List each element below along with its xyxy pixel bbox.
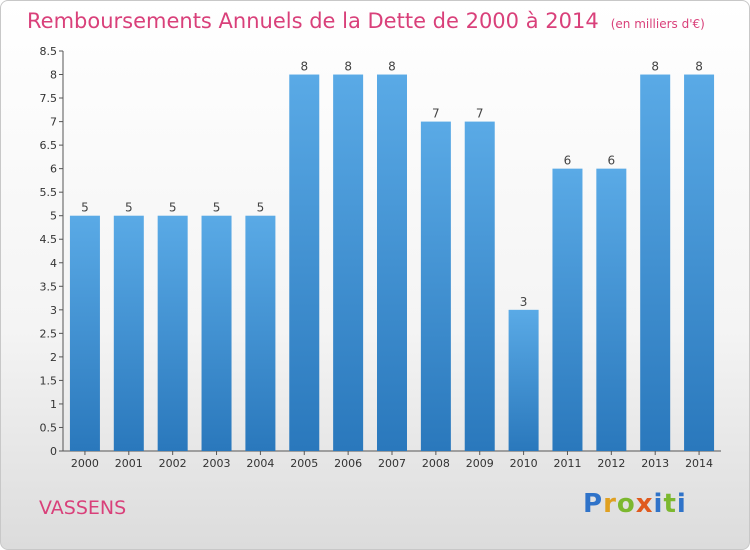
bar-2012[interactable] xyxy=(596,168,627,451)
y-tick-label: 4 xyxy=(50,257,57,270)
unit-label: (en milliers d'€) xyxy=(610,17,705,31)
data-label: 6 xyxy=(564,154,572,168)
y-tick-label: 8 xyxy=(50,69,57,82)
y-tick-label: 3.5 xyxy=(40,280,58,293)
bar-2005[interactable] xyxy=(289,74,320,451)
bar-2009[interactable] xyxy=(464,121,495,452)
x-tick-label: 2011 xyxy=(553,457,581,470)
y-tick-label: 5.5 xyxy=(40,186,58,199)
bar-2004[interactable] xyxy=(245,215,276,451)
bar-2013[interactable] xyxy=(640,74,671,451)
logo-letter: r xyxy=(603,489,617,519)
data-label: 8 xyxy=(388,60,396,74)
data-label: 8 xyxy=(695,60,703,74)
y-tick-label: 4.5 xyxy=(40,233,58,246)
bar-2001[interactable] xyxy=(113,215,144,451)
y-tick-label: 1 xyxy=(50,398,57,411)
data-label: 5 xyxy=(213,201,221,215)
data-label: 5 xyxy=(81,201,89,215)
logo-letter: i xyxy=(653,489,664,519)
bar-2006[interactable] xyxy=(333,74,364,451)
x-tick-label: 2014 xyxy=(685,457,713,470)
bar-2007[interactable] xyxy=(377,74,407,451)
bar-2002[interactable] xyxy=(157,215,188,451)
logo-letter: t xyxy=(663,489,677,519)
data-label: 3 xyxy=(520,295,528,309)
logo-letter: x xyxy=(635,489,654,519)
proxiti-logo[interactable]: Proxiti xyxy=(583,489,687,519)
x-tick-label: 2010 xyxy=(510,457,538,470)
y-tick-label: 2.5 xyxy=(40,327,58,340)
bar-2011[interactable] xyxy=(552,168,583,451)
y-tick-label: 7 xyxy=(50,116,57,129)
x-tick-label: 2012 xyxy=(597,457,625,470)
x-tick-label: 2005 xyxy=(290,457,318,470)
y-tick-label: 3 xyxy=(50,304,57,317)
y-tick-label: 1.5 xyxy=(40,374,58,387)
y-tick-label: 8.5 xyxy=(40,45,58,58)
y-tick-label: 5 xyxy=(50,210,57,223)
x-tick-label: 2004 xyxy=(246,457,274,470)
y-tick-label: 6 xyxy=(50,163,57,176)
x-tick-label: 2001 xyxy=(115,457,143,470)
x-tick-label: 2008 xyxy=(422,457,450,470)
x-tick-label: 2000 xyxy=(71,457,99,470)
x-tick-label: 2013 xyxy=(641,457,669,470)
data-label: 8 xyxy=(344,60,352,74)
data-label: 5 xyxy=(257,201,265,215)
data-label: 8 xyxy=(300,60,308,74)
bar-2000[interactable] xyxy=(69,215,100,451)
y-tick-label: 7.5 xyxy=(40,92,58,105)
y-tick-label: 2 xyxy=(50,351,57,364)
bar-2010[interactable] xyxy=(508,309,539,451)
data-label: 6 xyxy=(608,154,616,168)
x-tick-label: 2009 xyxy=(466,457,494,470)
data-label: 7 xyxy=(476,107,484,121)
data-label: 5 xyxy=(169,201,177,215)
x-tick-label: 2003 xyxy=(203,457,231,470)
logo-letter: i xyxy=(676,489,687,519)
data-label: 5 xyxy=(125,201,133,215)
x-tick-label: 2007 xyxy=(378,457,406,470)
y-tick-label: 0 xyxy=(50,445,57,458)
logo-letter: P xyxy=(583,489,604,519)
commune-name: VASSENS xyxy=(39,497,127,519)
x-tick-label: 2002 xyxy=(159,457,187,470)
data-label: 7 xyxy=(432,107,440,121)
chart-title: Remboursements Annuels de la Dette de 20… xyxy=(27,9,705,33)
bar-2014[interactable] xyxy=(684,74,715,451)
x-tick-label: 2006 xyxy=(334,457,362,470)
y-tick-label: 6.5 xyxy=(40,139,58,152)
bar-2003[interactable] xyxy=(201,215,232,451)
bar-2008[interactable] xyxy=(420,121,451,452)
y-tick-label: 0.5 xyxy=(40,421,58,434)
data-label: 8 xyxy=(651,60,659,74)
logo-letter: o xyxy=(616,489,636,519)
